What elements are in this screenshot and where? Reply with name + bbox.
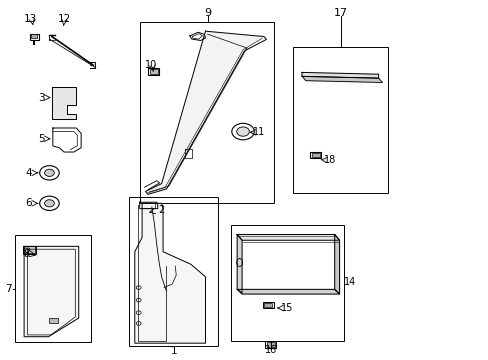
Bar <box>31 34 37 38</box>
Bar <box>15 235 91 342</box>
Text: 16: 16 <box>264 345 276 355</box>
Text: 13: 13 <box>23 14 37 24</box>
Text: 3: 3 <box>38 93 44 103</box>
Polygon shape <box>145 31 266 194</box>
Text: 4: 4 <box>25 168 32 178</box>
Bar <box>264 303 272 307</box>
Bar <box>263 302 273 308</box>
Text: 5: 5 <box>38 134 44 144</box>
Circle shape <box>44 200 54 207</box>
Bar <box>310 152 321 158</box>
Polygon shape <box>302 76 382 82</box>
Bar <box>22 246 36 253</box>
Polygon shape <box>237 289 339 294</box>
Text: 10: 10 <box>144 60 157 70</box>
Bar <box>140 22 273 203</box>
Bar <box>148 68 159 75</box>
Polygon shape <box>334 234 339 294</box>
Text: 11: 11 <box>252 127 264 137</box>
Bar <box>230 225 344 341</box>
Text: 14: 14 <box>343 277 355 287</box>
Polygon shape <box>237 234 242 293</box>
Bar <box>49 318 58 323</box>
Bar <box>293 47 387 193</box>
Text: 8: 8 <box>23 248 29 258</box>
Bar <box>24 246 35 253</box>
Bar <box>30 34 39 40</box>
Bar <box>129 197 218 346</box>
Polygon shape <box>237 234 339 240</box>
Bar <box>265 341 276 348</box>
Text: 18: 18 <box>323 155 335 165</box>
Text: 7: 7 <box>5 284 11 294</box>
Text: 12: 12 <box>58 14 71 24</box>
Text: 1: 1 <box>170 346 177 356</box>
Text: 6: 6 <box>25 198 32 208</box>
Bar <box>266 342 274 347</box>
Text: 2: 2 <box>158 205 164 215</box>
Text: 17: 17 <box>333 8 347 18</box>
Text: 9: 9 <box>204 8 211 18</box>
Polygon shape <box>52 87 76 119</box>
Circle shape <box>236 127 249 136</box>
Polygon shape <box>302 72 378 78</box>
Polygon shape <box>135 203 205 343</box>
Bar <box>311 153 319 157</box>
Circle shape <box>44 169 54 176</box>
Bar <box>150 69 158 74</box>
Text: 15: 15 <box>280 303 292 313</box>
Polygon shape <box>24 246 79 337</box>
